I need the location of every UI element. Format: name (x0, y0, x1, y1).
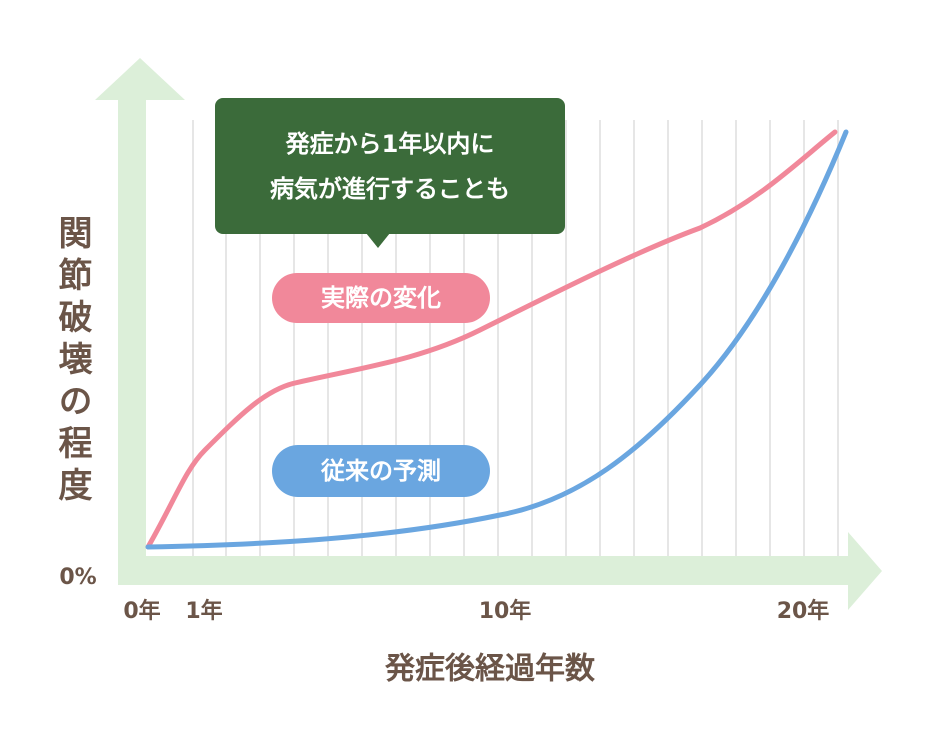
x-tick-label: 0年 (123, 598, 160, 624)
predicted-curve (145, 129, 849, 550)
actual-label-pill (272, 273, 490, 323)
actual-label: 実際の変化 (321, 284, 441, 312)
x-tick-label: 20年 (777, 598, 830, 624)
callout-line: 発症から1年以内に (285, 130, 495, 158)
x-axis-label: 発症後経過年数 (384, 652, 595, 687)
actual-curve (145, 129, 838, 550)
callout: 発症から1年以内に 病気が進行することも (215, 98, 565, 248)
x-tick-label: 10年 (479, 598, 532, 624)
predicted-label-pill (272, 445, 490, 497)
x-tick-label: 1年 (185, 598, 222, 624)
origin-label: 0% (59, 565, 96, 590)
y-axis-label: 関節破壊の程度 (52, 215, 92, 509)
predicted-label: 従来の予測 (320, 457, 441, 485)
callout-line: 病気が進行することも (270, 175, 510, 203)
